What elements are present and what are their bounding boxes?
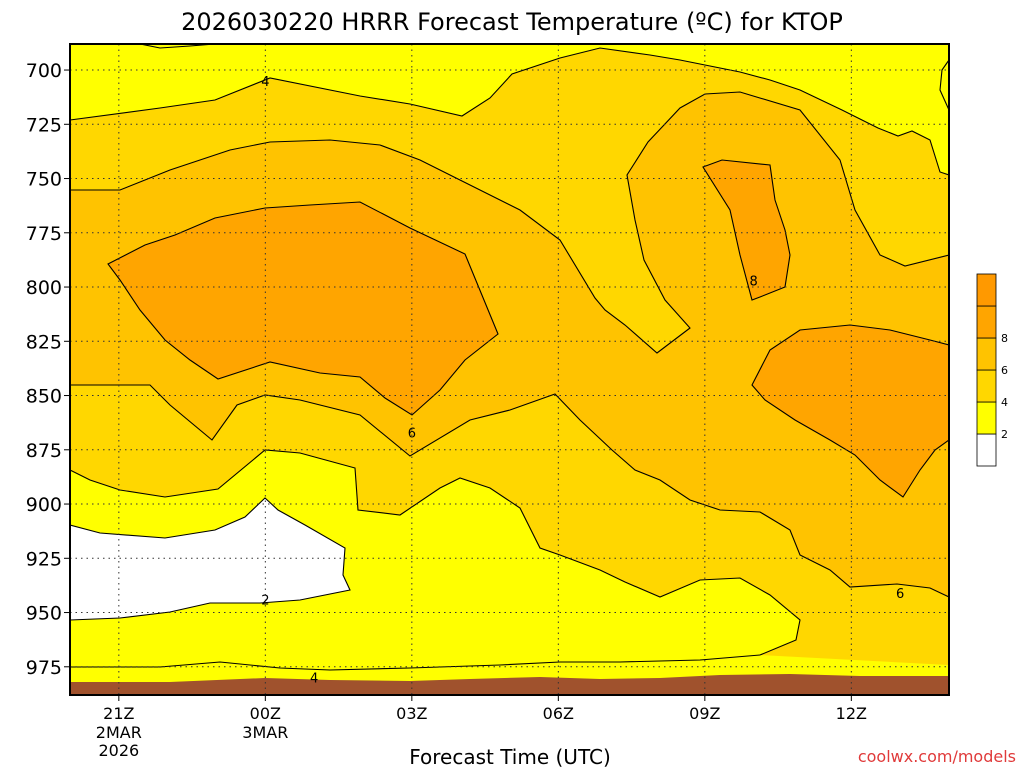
- x-tick-sublabel: 2MAR: [96, 723, 142, 742]
- contour-fills: [70, 44, 949, 695]
- contour-7-left: [107, 201, 499, 416]
- fill-orange-blob-9z: [703, 160, 790, 300]
- colorbar-swatch: [976, 305, 997, 339]
- fill-lower-yellow: [70, 450, 800, 670]
- fill-upper-gold: [70, 48, 949, 353]
- y-tick-label: 750: [26, 169, 62, 191]
- colorbar-label: 4: [1001, 396, 1008, 409]
- y-tick-label: 725: [26, 114, 62, 136]
- contour-8: [702, 159, 791, 301]
- y-tick-label: 700: [26, 60, 62, 82]
- y-tick-label: 850: [26, 386, 62, 408]
- credit-text[interactable]: coolwx.com/models: [858, 747, 1016, 766]
- colorbar-swatch: [976, 433, 997, 467]
- contour-6-lower: [70, 384, 949, 598]
- colorbar-swatch: [976, 401, 997, 435]
- contour-2: [70, 497, 351, 621]
- x-tick-sublabel: 2026: [98, 741, 139, 760]
- contour-right-edge: [939, 59, 949, 111]
- plot-frame: [69, 43, 950, 696]
- contour-label: 8: [750, 275, 758, 290]
- grid-lines: [70, 44, 949, 695]
- contour-4-upper: [70, 47, 949, 176]
- x-tick-label: 00Z: [250, 704, 281, 723]
- y-tick-label: 950: [26, 603, 62, 625]
- colorbar: 2 4 6 8: [976, 273, 1008, 467]
- contour-label: 4: [310, 672, 318, 687]
- contour-4-surface: [70, 654, 761, 671]
- contour-label: 2: [261, 594, 269, 609]
- ground-terrain: [70, 674, 949, 695]
- y-tick-label: 875: [26, 440, 62, 462]
- colorbar-label: 6: [1001, 364, 1008, 377]
- contour-label: 4: [261, 75, 269, 90]
- fill-white-below-2: [70, 498, 350, 620]
- contour-labels: 4 6 8 6 2 4: [261, 75, 904, 687]
- contour-7-right: [751, 324, 949, 498]
- x-tick-label: 12Z: [836, 704, 867, 723]
- chart-title: 2026030220 HRRR Forecast Temperature (ºC…: [181, 8, 843, 36]
- colorbar-label: 2: [1001, 428, 1008, 441]
- fill-orange-blob-left: [108, 202, 498, 415]
- x-tick-label: 06Z: [543, 704, 574, 723]
- colorbar-swatch: [976, 337, 997, 371]
- contour-5-upper: [70, 91, 949, 354]
- x-tick-label: 03Z: [396, 704, 427, 723]
- x-tick-sublabel: 3MAR: [242, 723, 288, 742]
- colorbar-swatch: [976, 369, 997, 403]
- contour-lines: [70, 44, 949, 671]
- y-tick-label: 925: [26, 548, 62, 570]
- y-tick-label: 800: [26, 277, 62, 299]
- fill-upper-yellow: [70, 44, 949, 175]
- x-tick-label: 21Z: [103, 704, 134, 723]
- x-axis-title: Forecast Time (UTC): [409, 745, 611, 768]
- contour-label: 6: [896, 587, 904, 602]
- y-tick-label: 900: [26, 494, 62, 516]
- y-tick-label: 975: [26, 657, 62, 679]
- fill-orange-blob-right: [752, 325, 949, 497]
- contour-5-lower: [70, 449, 801, 656]
- x-tick-label: 09Z: [689, 704, 720, 723]
- colorbar-swatch: [976, 273, 997, 307]
- y-axis: 700 725 750 775 800 825 850 875 900 925 950 975: [26, 60, 70, 679]
- y-tick-label: 775: [26, 223, 62, 245]
- colorbar-label: 8: [1001, 332, 1008, 345]
- contour-label: 6: [408, 426, 416, 441]
- y-tick-label: 825: [26, 331, 62, 353]
